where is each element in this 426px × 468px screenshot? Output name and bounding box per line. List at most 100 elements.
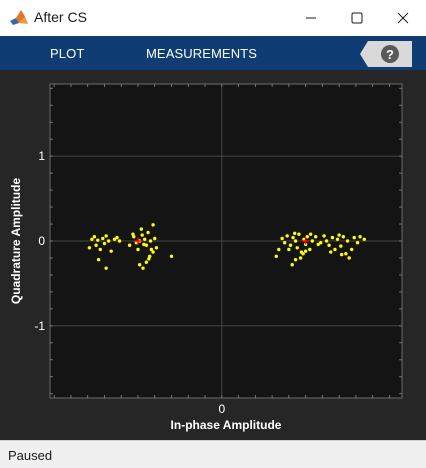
received-symbol-point: [355, 240, 360, 245]
received-symbol-point: [298, 256, 303, 260]
received-symbol-point: [112, 237, 117, 242]
received-symbol-point: [362, 237, 366, 242]
received-symbol-point: [102, 241, 107, 246]
received-symbol-point: [350, 247, 354, 252]
received-symbol-point: [131, 232, 135, 236]
received-symbol-point: [290, 263, 294, 267]
received-symbol-point: [109, 249, 113, 253]
received-symbol-point: [96, 257, 101, 262]
received-symbol-point: [288, 243, 293, 247]
received-symbol-point: [303, 249, 308, 253]
minimize-button[interactable]: [288, 0, 334, 36]
plot-ticks: 0 1 0 -1: [34, 84, 402, 416]
received-symbol-point: [302, 237, 306, 242]
received-symbol-point: [136, 247, 140, 252]
maximize-icon: [351, 12, 363, 24]
received-symbol-point: [151, 223, 155, 227]
question-mark-icon: ?: [360, 41, 412, 67]
received-symbol-point: [144, 260, 149, 264]
received-symbol-point: [151, 250, 155, 254]
received-symbol-point: [335, 237, 340, 242]
received-symbol-point: [280, 236, 284, 241]
close-button[interactable]: [380, 0, 426, 36]
received-symbol-point: [147, 257, 151, 261]
constellation-plot[interactable]: 0 1 0 -1 In-phase Amplitude Quadrature Ampl…: [0, 70, 426, 440]
toolstrip: PLOT MEASUREMENTS: [0, 36, 426, 70]
received-symbol-point: [295, 246, 299, 250]
received-symbol-point: [322, 234, 326, 238]
received-symbol-point: [333, 247, 337, 252]
received-symbol-point: [327, 243, 331, 247]
minimize-icon: [306, 17, 316, 19]
received-symbol-point: [274, 254, 278, 258]
received-symbol-point: [339, 244, 343, 248]
svg-text:?: ?: [386, 47, 394, 62]
received-symbol-point: [297, 232, 301, 236]
received-symbol-point: [106, 239, 111, 243]
y-tick-label: -1: [34, 319, 45, 333]
received-symbol-point: [101, 236, 105, 241]
received-symbol-point: [287, 247, 291, 252]
status-text: Paused: [8, 448, 53, 463]
received-symbol-point: [313, 235, 318, 239]
received-symbol-point: [127, 243, 132, 247]
received-symbol-point: [341, 235, 346, 239]
received-symbol-point: [345, 239, 350, 243]
received-symbol-point: [148, 239, 153, 243]
help-button[interactable]: ?: [360, 41, 412, 67]
received-symbol-point: [94, 243, 98, 247]
plot-points: [87, 223, 366, 270]
received-symbol-point: [139, 227, 144, 231]
received-symbol-point: [169, 254, 174, 258]
received-symbol-point: [153, 236, 157, 241]
received-symbol-point: [293, 257, 298, 262]
received-symbol-point: [96, 238, 100, 242]
received-symbol-point: [316, 242, 320, 247]
received-symbol-point: [104, 234, 108, 238]
y-axis-label: Quadrature Amplitude: [9, 178, 23, 305]
received-symbol-point: [310, 239, 315, 243]
x-axis-label: In-phase Amplitude: [171, 418, 282, 432]
received-symbol-point: [358, 235, 362, 239]
received-symbol-point: [324, 239, 329, 243]
received-symbol-point: [319, 240, 323, 245]
received-symbol-point: [308, 232, 313, 236]
received-symbol-point: [308, 247, 312, 252]
received-symbol-point: [277, 247, 281, 252]
reference-constellation-point: [134, 237, 142, 245]
matlab-logo-icon: [10, 10, 28, 25]
received-symbol-point: [337, 233, 341, 237]
received-symbol-point: [339, 252, 344, 257]
received-symbol-point: [98, 247, 102, 252]
tab-measurements[interactable]: MEASUREMENTS: [146, 46, 257, 61]
received-symbol-point: [90, 237, 94, 242]
received-symbol-point: [154, 246, 159, 250]
received-symbol-point: [330, 235, 335, 240]
received-symbol-point: [140, 233, 144, 237]
received-symbol-point: [301, 252, 305, 256]
title-bar: After CS: [0, 0, 426, 36]
received-symbol-point: [141, 266, 145, 270]
received-symbol-point: [285, 234, 289, 238]
received-symbol-point: [143, 237, 147, 242]
received-symbol-point: [347, 256, 351, 260]
plot-grid: [50, 84, 402, 398]
received-symbol-point: [104, 266, 108, 270]
received-symbol-point: [352, 235, 356, 240]
received-symbol-point: [282, 240, 287, 245]
window-title: After CS: [34, 9, 87, 25]
reference-constellation-point: [302, 237, 310, 245]
received-symbol-point: [146, 230, 150, 235]
status-bar: Paused: [0, 440, 426, 468]
close-icon: [397, 12, 409, 24]
received-symbol-point: [134, 240, 139, 245]
received-symbol-point: [117, 239, 122, 243]
received-symbol-point: [344, 252, 348, 256]
maximize-button[interactable]: [334, 0, 380, 36]
tab-plot[interactable]: PLOT: [50, 46, 85, 61]
received-symbol-point: [137, 263, 142, 267]
received-symbol-point: [293, 231, 297, 236]
received-symbol-point: [87, 246, 92, 250]
received-symbol-point: [291, 235, 295, 240]
received-symbol-point: [92, 235, 97, 239]
